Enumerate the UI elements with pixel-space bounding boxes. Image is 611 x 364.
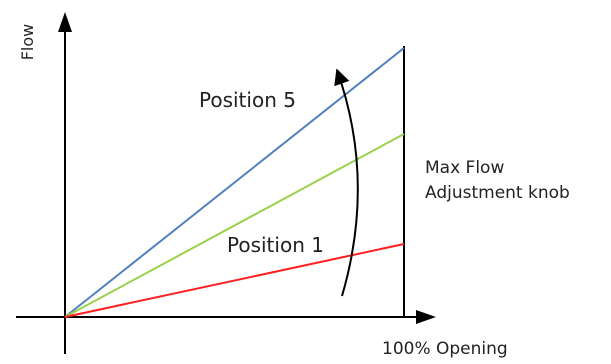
knob-label-line-2: Adjustment knob — [425, 183, 570, 203]
position-1-line — [64, 243, 405, 318]
x-axis-arrowhead — [416, 310, 436, 324]
position-5-label: Position 5 — [199, 88, 296, 112]
knob-label-line-1: Max Flow — [425, 158, 504, 178]
x-axis-label: 100% Opening — [382, 339, 508, 359]
adjustment-arrow — [334, 68, 359, 297]
middle-position-line — [64, 133, 405, 318]
y-axis-arrowhead — [58, 12, 72, 32]
y-axis-label: Flow — [18, 24, 37, 61]
position-5-line — [64, 47, 405, 318]
position-1-label: Position 1 — [227, 233, 324, 257]
